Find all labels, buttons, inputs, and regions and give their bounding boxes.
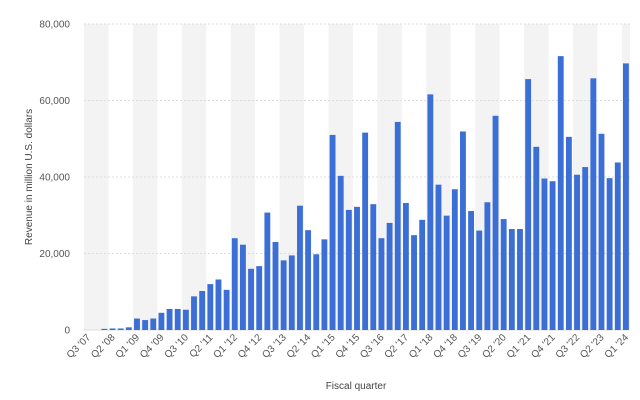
x-tick-label: Q3 '16: [358, 332, 387, 361]
bar: [394, 121, 401, 330]
bar: [272, 242, 279, 330]
bar: [142, 320, 149, 330]
bar: [541, 178, 548, 330]
bar: [125, 327, 132, 330]
bar: [297, 205, 303, 330]
bar: [337, 175, 344, 330]
x-tick-label: Q1 '21: [505, 332, 534, 361]
bar: [598, 133, 605, 330]
bar: [370, 204, 377, 330]
bar: [117, 328, 124, 330]
x-tick-label: Q2 '08: [89, 332, 118, 361]
bar: [492, 115, 499, 330]
bar: [191, 296, 197, 330]
bar: [549, 181, 556, 330]
bar: [101, 328, 108, 330]
bar: [362, 132, 369, 330]
bar: [411, 235, 417, 330]
bar: [109, 328, 116, 330]
bar: [614, 162, 621, 330]
x-tick-label: Q2 '17: [383, 332, 412, 361]
bar-series: [101, 56, 629, 331]
y-tick-label: 0: [64, 326, 70, 337]
x-tick-label: Q4 '18: [432, 332, 461, 361]
bar: [264, 212, 271, 330]
x-tick-label: Q1 '24: [603, 332, 632, 361]
x-axis-title: Fiscal quarter: [326, 381, 387, 392]
bar: [354, 206, 360, 330]
x-tick-label: Q3 '13: [260, 332, 289, 361]
bar: [207, 284, 214, 330]
bar: [150, 318, 157, 330]
bar: [305, 230, 312, 330]
bar: [460, 131, 466, 330]
x-tick-label: Q4 '12: [236, 332, 265, 361]
bar: [199, 290, 206, 330]
bar: [451, 189, 458, 330]
x-tick-label: Q3 '22: [554, 332, 583, 361]
y-axis-title: Revenue in million U.S. dollars: [24, 109, 35, 245]
bar: [134, 318, 140, 330]
bar: [223, 289, 230, 330]
bar: [557, 56, 564, 330]
bar: [158, 312, 165, 330]
bar: [500, 219, 507, 330]
bar: [280, 260, 287, 330]
bar: [288, 255, 295, 330]
bar: [174, 308, 181, 330]
bar: [533, 146, 540, 330]
bar: [313, 254, 320, 330]
bar: [256, 266, 263, 330]
bar: [574, 174, 580, 330]
x-tick-label: Q1 '09: [114, 332, 143, 361]
bar: [508, 229, 515, 330]
bar: [517, 229, 523, 330]
bar: [329, 134, 336, 330]
bar: [378, 238, 385, 330]
bar: [345, 209, 352, 330]
x-tick-label: Q3 '19: [456, 332, 485, 361]
bar: [476, 230, 483, 330]
y-tick-label: 20,000: [39, 249, 70, 260]
bar: [215, 279, 222, 330]
bar: [321, 239, 328, 330]
bar: [565, 136, 572, 330]
bar: [419, 219, 426, 330]
y-tick-label: 40,000: [39, 173, 70, 184]
bar: [427, 94, 434, 330]
bar: [484, 202, 491, 330]
bar: [622, 63, 629, 331]
bar: [468, 211, 475, 330]
bar: [525, 79, 532, 330]
x-tick-label: Q2 '20: [480, 332, 509, 361]
x-tick-label: Q4 '21: [529, 332, 558, 361]
x-tick-label: Q3 '10: [163, 332, 192, 361]
bar: [182, 309, 189, 330]
bar: [606, 178, 613, 330]
y-axis-tick-labels: 0 20,000 40,000 60,000 80,000: [39, 20, 70, 337]
y-tick-label: 60,000: [39, 96, 70, 107]
x-tick-label: Q4 '09: [138, 332, 167, 361]
bar: [435, 184, 442, 330]
x-tick-label: Q1 '12: [211, 332, 240, 361]
bar: [582, 167, 589, 330]
x-tick-label: Q1 '15: [309, 332, 338, 361]
bar: [402, 203, 409, 330]
bar: [166, 308, 173, 330]
bar: [590, 78, 597, 330]
x-tick-label: Q2 '14: [285, 332, 314, 361]
x-tick-label: Q4 '15: [334, 332, 363, 361]
bar: [231, 238, 238, 330]
bar: [443, 215, 450, 330]
bar: [239, 244, 246, 330]
x-tick-label: Q1 '18: [407, 332, 436, 361]
x-tick-label: Q2 '11: [188, 332, 216, 360]
bar: [386, 222, 393, 330]
y-tick-label: 80,000: [39, 20, 70, 31]
bar: [248, 268, 254, 330]
x-tick-label: Q2 '23: [578, 332, 607, 361]
